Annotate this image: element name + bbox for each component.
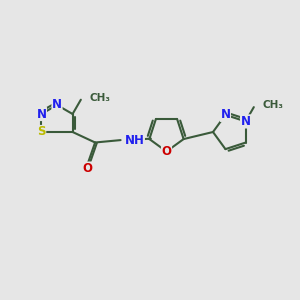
Text: S: S	[37, 125, 46, 139]
Text: O: O	[82, 162, 92, 175]
Text: O: O	[161, 145, 172, 158]
Text: N: N	[241, 115, 250, 128]
Text: CH₃: CH₃	[89, 93, 110, 103]
Text: NH: NH	[124, 134, 144, 147]
Text: CH₃: CH₃	[262, 100, 283, 110]
Text: N: N	[52, 98, 62, 112]
Text: N: N	[220, 108, 230, 122]
Text: N: N	[36, 107, 46, 121]
